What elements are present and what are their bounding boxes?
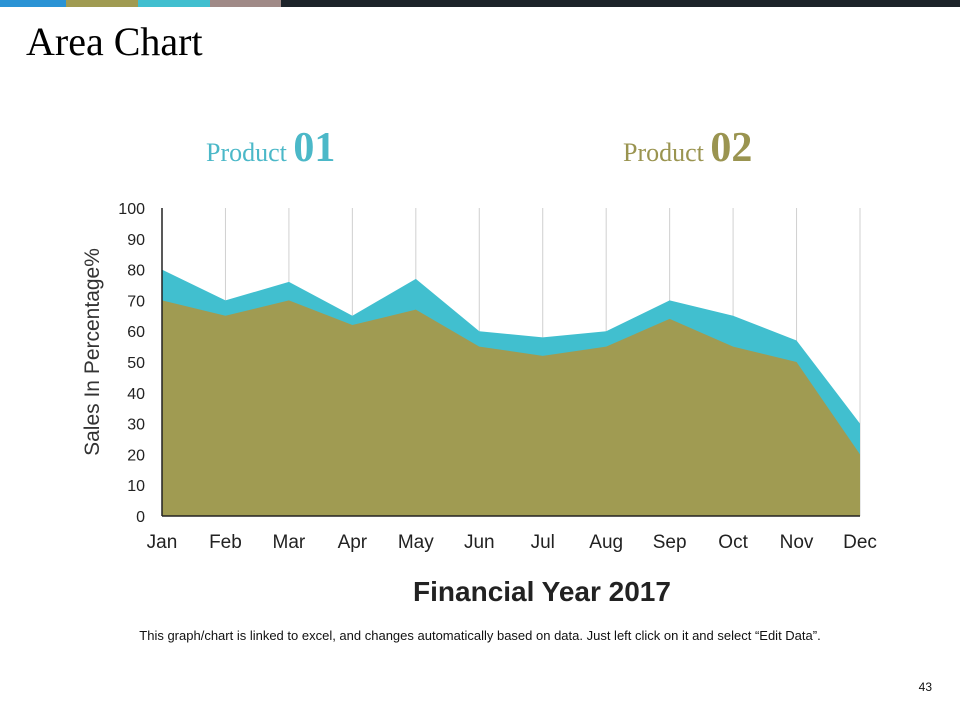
x-tick-label: Mar [273, 532, 306, 553]
y-tick-label: 70 [127, 293, 145, 310]
x-tick-label: Sep [653, 532, 687, 553]
y-tick-label: 10 [127, 478, 145, 495]
x-tick-label: Nov [780, 532, 814, 553]
x-tick-label: Jul [531, 532, 555, 553]
x-tick-label: Feb [209, 532, 242, 553]
legend-label: Product [623, 138, 704, 167]
color-bar-segment [66, 0, 138, 7]
y-tick-label: 80 [127, 263, 145, 280]
y-tick-label: 100 [118, 201, 145, 218]
x-axis-title: Financial Year 2017 [413, 576, 671, 607]
y-tick-label: 60 [127, 324, 145, 341]
y-tick-label: 0 [136, 509, 145, 526]
x-tick-label: Dec [843, 532, 877, 553]
color-bar-segment [138, 0, 210, 7]
x-tick-label: Jan [147, 532, 178, 553]
page-number: 43 [918, 680, 932, 694]
color-bar-segment [0, 0, 66, 7]
legend-label: Product [206, 138, 287, 167]
color-bar-segment [281, 0, 960, 7]
legend-number: 02 [710, 125, 753, 171]
top-color-bar [0, 0, 960, 7]
legend-product-02: Product 02 [623, 124, 752, 172]
x-tick-label: Oct [718, 532, 748, 553]
area-chart: 0 10 20 30 40 50 60 70 80 90 100 Jan Feb Mar Apr May Jun… [81, 201, 877, 607]
slide-title: Area Chart [26, 19, 203, 64]
y-tick-label: 90 [127, 232, 145, 249]
legend-number: 01 [293, 125, 336, 171]
legend-product-01: Product 01 [206, 124, 335, 172]
y-tick-label: 40 [127, 386, 145, 403]
y-tick-label: 20 [127, 447, 145, 464]
y-tick-label: 50 [127, 355, 145, 372]
area-series-2 [162, 300, 860, 516]
x-tick-label: Apr [338, 532, 368, 553]
color-bar-segment [210, 0, 281, 7]
y-tick-label: 30 [127, 417, 145, 434]
x-tick-label: Aug [589, 532, 623, 553]
y-axis-title: Sales In Percentage% [81, 248, 104, 456]
footnote: This graph/chart is linked to excel, and… [139, 628, 821, 643]
x-tick-label: Jun [464, 532, 495, 553]
x-tick-label: May [398, 532, 434, 553]
